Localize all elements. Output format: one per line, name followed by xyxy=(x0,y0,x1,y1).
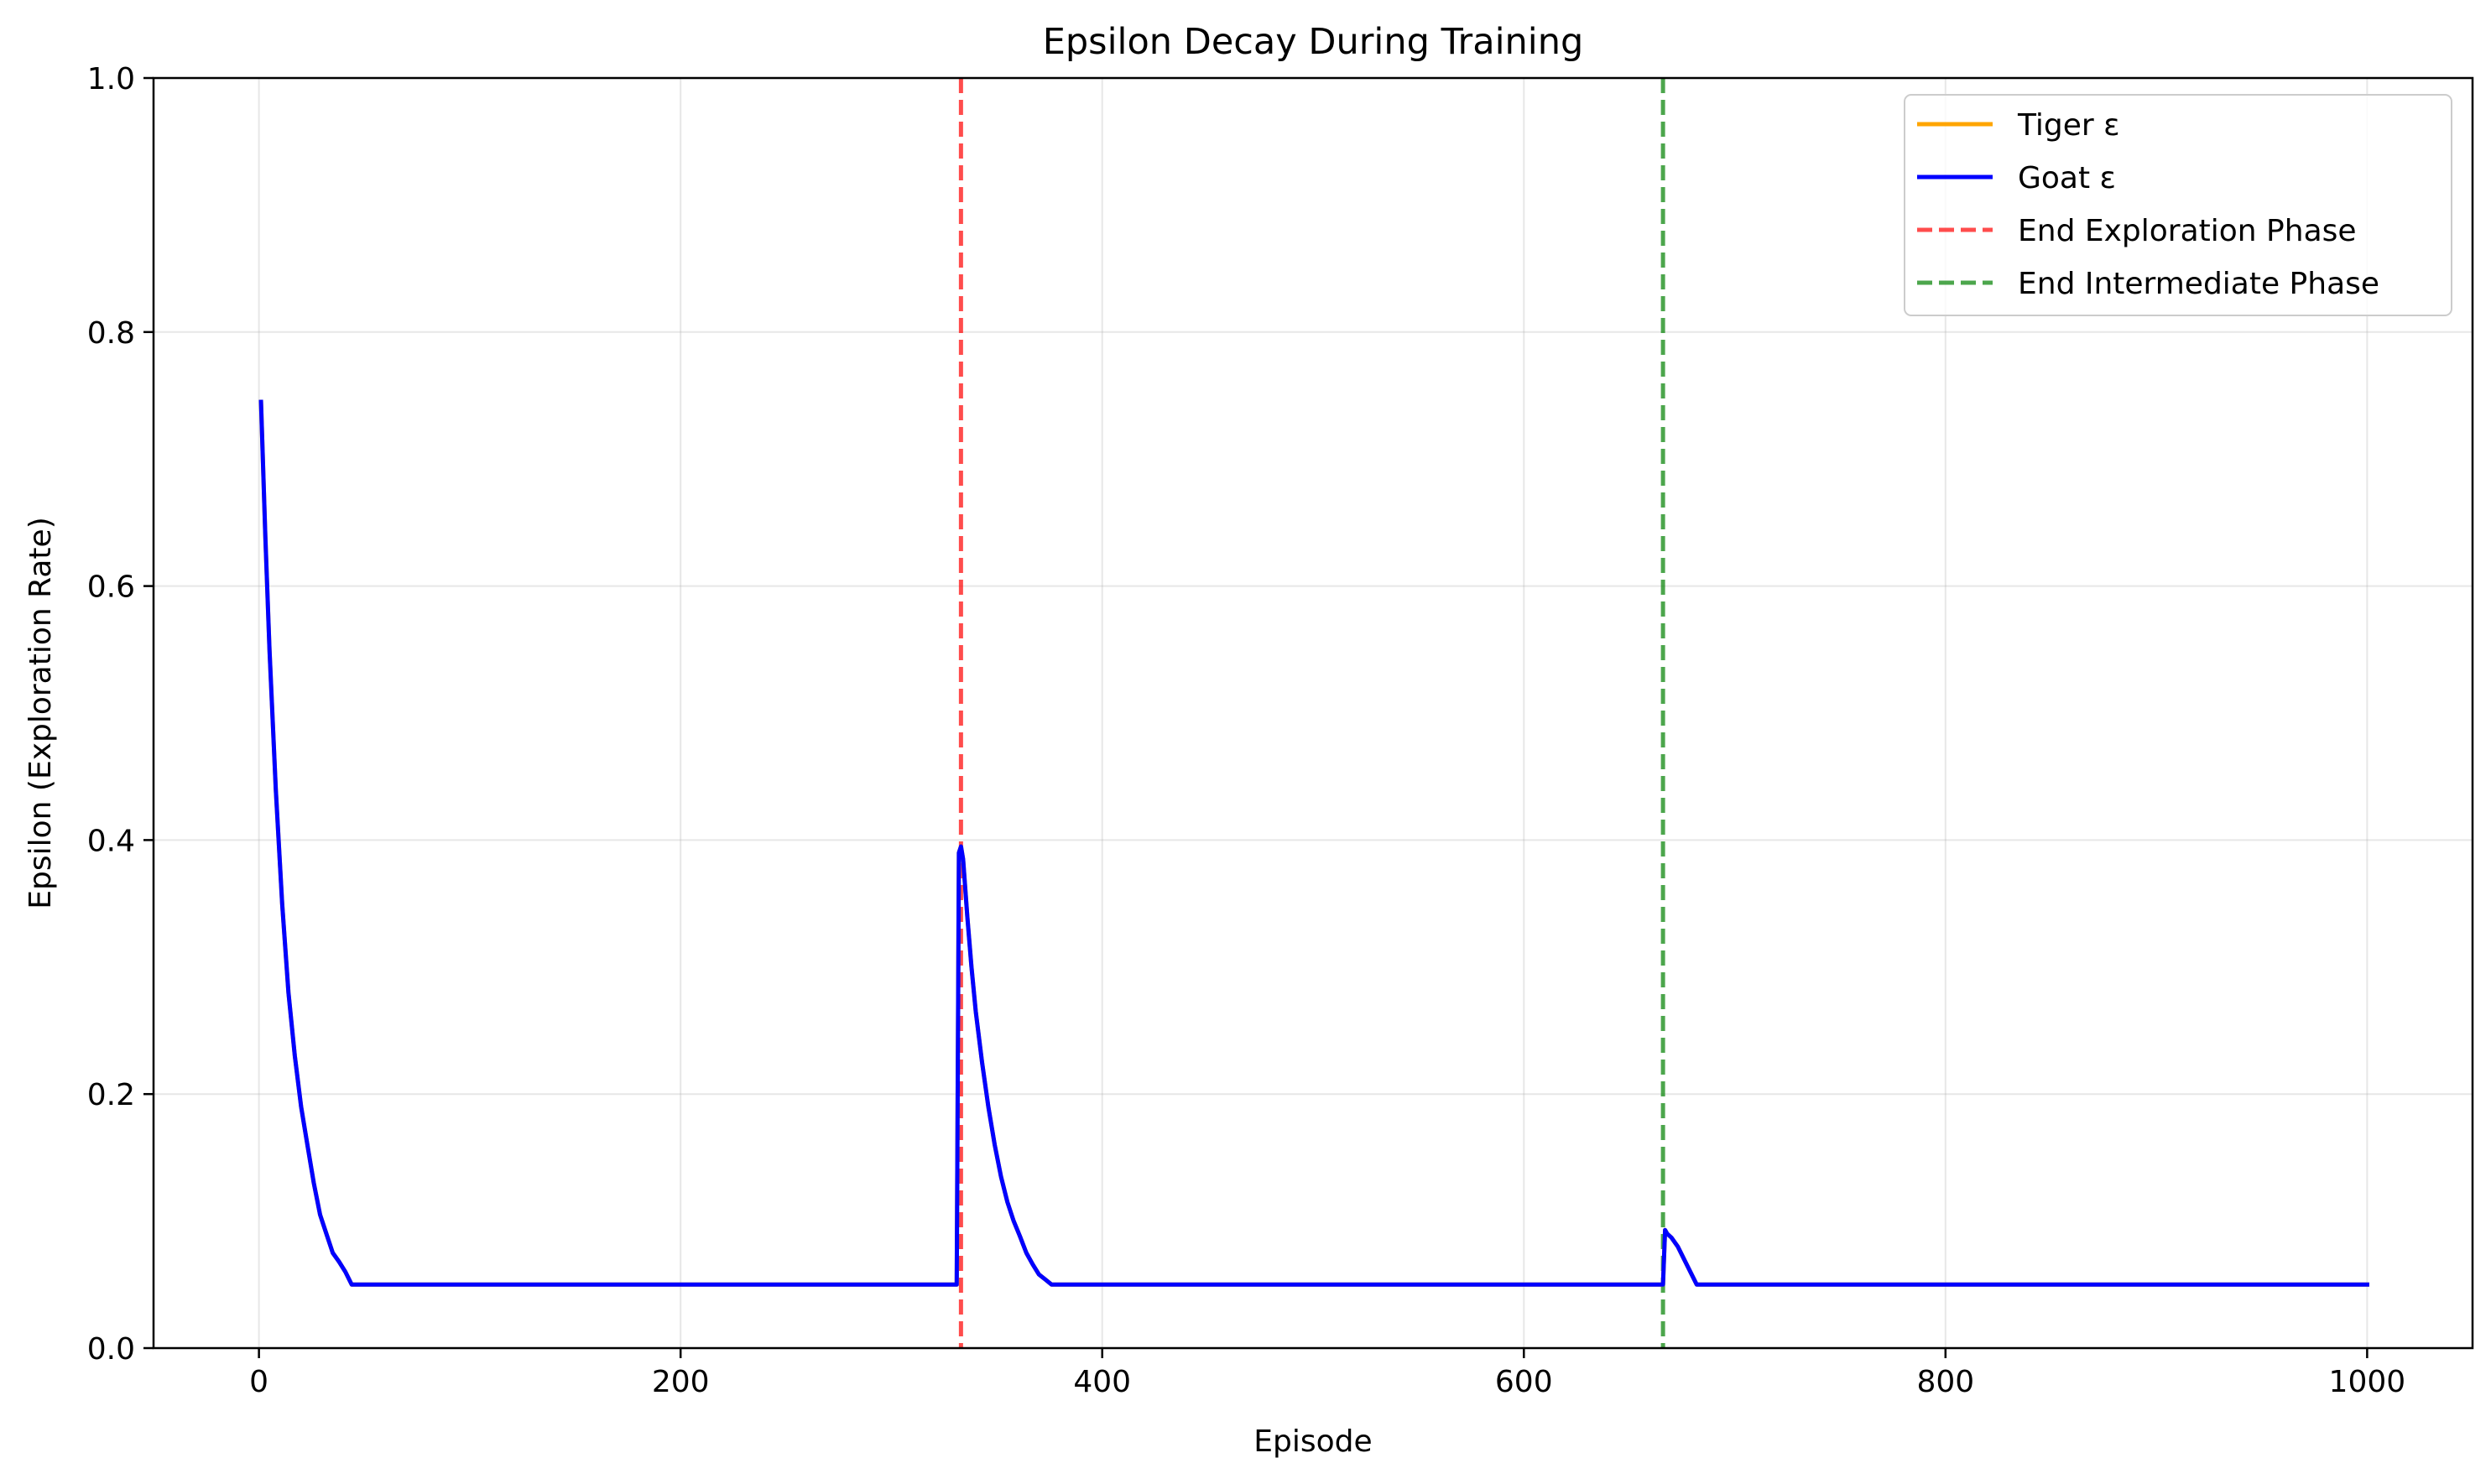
legend-label: End Intermediate Phase xyxy=(2018,267,2379,301)
legend-label: End Exploration Phase xyxy=(2018,214,2357,248)
series-line-1 xyxy=(258,399,2369,1287)
phase-lines xyxy=(958,78,1665,1348)
x-tick-label: 400 xyxy=(1073,1365,1131,1399)
legend-label: Tiger ε xyxy=(2017,108,2120,143)
y-tick-label: 0.4 xyxy=(87,824,135,858)
y-tick-label: 0.0 xyxy=(87,1332,135,1367)
y-tick-label: 0.2 xyxy=(87,1078,135,1112)
legend-label: Goat ε xyxy=(2018,161,2116,195)
x-tick-label: 800 xyxy=(1916,1365,1974,1399)
axis-ticks: 0 200 400 600 800 1000 0.0 0.2 0.4 0.6 0.8 1.0 xyxy=(87,62,2405,1399)
y-axis-label: Epsilon (Exploration Rate) xyxy=(23,517,58,909)
y-tick-label: 1.0 xyxy=(87,62,135,96)
x-tick-label: 200 xyxy=(652,1365,710,1399)
plot-frame xyxy=(152,76,2474,1350)
y-tick-label: 0.6 xyxy=(87,570,135,605)
series-lines xyxy=(258,399,2369,1287)
chart-title: Epsilon Decay During Training xyxy=(1043,21,1584,63)
x-tick-label: 0 xyxy=(249,1365,268,1399)
x-axis-label: Episode xyxy=(1253,1424,1372,1459)
legend: Tiger ε Goat ε End Exploration Phase End In… xyxy=(1904,94,2452,316)
legend-box xyxy=(1904,94,2452,316)
y-tick-label: 0.8 xyxy=(87,316,135,351)
x-tick-label: 1000 xyxy=(2329,1365,2406,1399)
x-tick-label: 600 xyxy=(1495,1365,1553,1399)
